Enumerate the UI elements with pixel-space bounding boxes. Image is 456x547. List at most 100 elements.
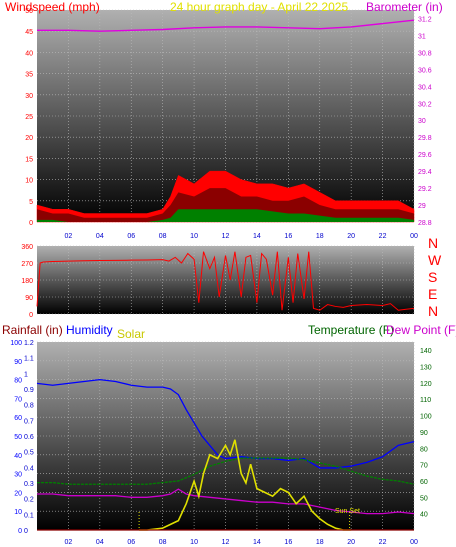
- hour-tick-label: 00: [410, 233, 418, 240]
- barometer-tick-label: 30.4: [418, 84, 432, 91]
- humidity-tick-label: 60: [14, 415, 22, 422]
- hour-tick-label: 02: [65, 233, 73, 240]
- humidity-tick-label: 10: [14, 509, 22, 516]
- hour-tick-label: 14: [253, 233, 261, 240]
- direction-grid: [37, 245, 415, 315]
- temperature-tick-label: 80: [420, 446, 428, 453]
- solar-line: [139, 439, 352, 531]
- rainfall-tick-label: 0: [24, 528, 28, 535]
- wind-tick-label: 50: [25, 8, 33, 15]
- average-area: [37, 209, 414, 222]
- solar-label: Solar: [117, 327, 145, 341]
- compass-label: N: [428, 303, 438, 319]
- temperature-grid: [37, 341, 415, 531]
- temperature-tick-label: 140: [420, 348, 432, 355]
- barometer-tick-label: 29: [418, 203, 426, 210]
- humidity-label: Humidity: [66, 323, 113, 337]
- temperature-humidity-panel: 010203040506070809010000.10.20.30.40.50.…: [2, 323, 456, 546]
- temperature-tick-label: 70: [420, 463, 428, 470]
- rainfall-tick-label: 0.6: [24, 434, 34, 441]
- temperature-line: [37, 457, 415, 485]
- hour-tick-label: 04: [96, 539, 104, 546]
- barometer-tick-label: 28.8: [418, 220, 432, 227]
- direction-series: [36, 251, 415, 311]
- wind-barometer-panel: 0 5 10 15 20 25 30 35 40 45 50 02 04 06 08 10 12 14 16 18 20…: [5, 0, 443, 240]
- barometer-tick-label: 29.6: [418, 152, 432, 159]
- sunset-annotation: Sun Set: [335, 508, 360, 515]
- rainfall-tick-label: 1: [24, 371, 28, 378]
- wind-tick-label: 40: [25, 50, 33, 57]
- barometer-tick-label: 30.8: [418, 50, 432, 57]
- hour-tick-label: 18: [316, 233, 324, 240]
- hour-tick-label: 20: [347, 233, 355, 240]
- chart-title: 24 hour graph day - April 22 2025: [170, 0, 348, 14]
- wind-tick-label: 20: [25, 135, 33, 142]
- compass-label: E: [428, 286, 437, 302]
- windspeed-area: [37, 188, 414, 222]
- rainfall-tick-label: 1.2: [24, 340, 34, 347]
- rainfall-tick-label: 0.4: [24, 465, 34, 472]
- rainfall-tick-label: 0.8: [24, 403, 34, 410]
- hour-tick-label: 10: [190, 233, 198, 240]
- direction-tick-label: 360: [21, 244, 33, 251]
- temperature-tick-label: 40: [420, 512, 428, 519]
- hour-tick-label: 08: [159, 233, 167, 240]
- hour-tick-label: 22: [379, 539, 387, 546]
- humidity-tick-label: 70: [14, 396, 22, 403]
- rainfall-tick-label: 0.5: [24, 450, 34, 457]
- hour-tick-label: 04: [96, 233, 104, 240]
- temperature-tick-label: 120: [420, 381, 432, 388]
- hour-tick-label: 20: [347, 539, 355, 546]
- hour-tick-label: 08: [159, 539, 167, 546]
- temperature-tick-label: 100: [420, 414, 432, 421]
- wind-series: [36, 19, 415, 223]
- compass-label: N: [428, 235, 438, 251]
- barometer-label: Barometer (in): [366, 0, 443, 14]
- hour-tick-label: 16: [284, 233, 292, 240]
- hour-tick-label: 06: [127, 233, 135, 240]
- wind-tick-label: 45: [25, 29, 33, 36]
- hour-tick-label: 10: [190, 539, 198, 546]
- rainfall-tick-label: 0.9: [24, 387, 34, 394]
- humidity-tick-label: 80: [14, 378, 22, 385]
- direction-tick-label: 180: [21, 278, 33, 285]
- temperature-tick-label: 60: [420, 479, 428, 486]
- wind-tick-label: 10: [25, 178, 33, 185]
- temperature-tick-label: 50: [420, 495, 428, 502]
- hour-tick-label: 14: [253, 539, 261, 546]
- direction-tick-label: 0: [29, 312, 33, 319]
- temperature-tick-label: 90: [420, 430, 428, 437]
- hour-tick-label: 06: [127, 539, 135, 546]
- hour-tick-label: 02: [65, 539, 73, 546]
- humidity-tick-label: 0: [18, 528, 22, 535]
- hour-tick-label: 12: [222, 539, 230, 546]
- wind-tick-label: 0: [29, 220, 33, 227]
- wind-direction-line: [36, 251, 415, 311]
- barometer-tick-label: 30.6: [418, 67, 432, 74]
- barometer-tick-label: 29.4: [418, 169, 432, 176]
- temperature-series: [36, 378, 415, 531]
- wind-tick-label: 35: [25, 72, 33, 79]
- barometer-tick-label: 29.2: [418, 186, 432, 193]
- direction-tick-label: 270: [21, 261, 33, 268]
- hour-tick-label: 00: [410, 539, 418, 546]
- barometer-tick-label: 31.2: [418, 16, 432, 23]
- humidity-tick-label: 100: [10, 340, 22, 347]
- compass-label: W: [428, 252, 442, 268]
- barometer-tick-label: 30.2: [418, 101, 432, 108]
- rainfall-tick-label: 0.3: [24, 481, 34, 488]
- compass-label: S: [428, 269, 437, 285]
- wind-tick-label: 5: [29, 199, 33, 206]
- barometer-tick-label: 29.8: [418, 135, 432, 142]
- barometer-tick-label: 30: [418, 118, 426, 125]
- rainfall-label: Rainfall (in): [2, 323, 63, 337]
- rainfall-tick-label: 0.7: [24, 418, 34, 425]
- rainfall-tick-label: 0.2: [24, 497, 34, 504]
- humidity-tick-label: 30: [14, 472, 22, 479]
- barometer-tick-label: 31: [418, 33, 426, 40]
- wind-grid: [37, 9, 415, 223]
- temperature-tick-label: 110: [420, 397, 431, 404]
- wind-axes: 0 5 10 15 20 25 30 35 40 45 50 02 04 06 08 10 12 14 16 18 20…: [25, 8, 432, 240]
